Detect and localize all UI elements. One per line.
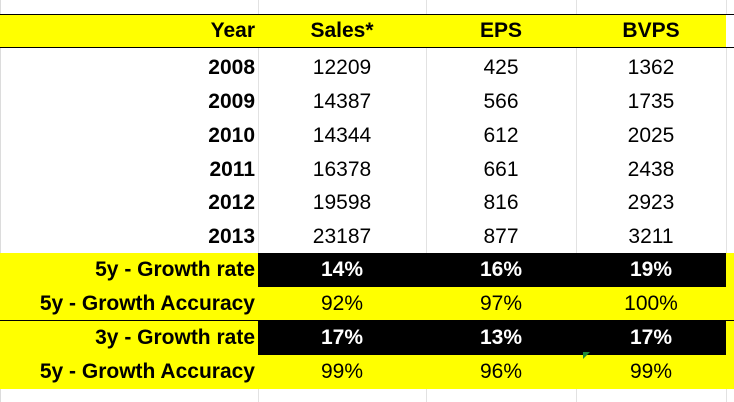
year-cell[interactable]: 2011 bbox=[209, 158, 255, 181]
eps-cell[interactable]: 16% bbox=[426, 253, 576, 287]
header-year[interactable]: Year bbox=[210, 19, 255, 42]
summary-label[interactable]: 5y - Growth Accuracy bbox=[39, 291, 255, 315]
bvps-cell[interactable]: 100% bbox=[624, 291, 678, 315]
sales-cell[interactable]: 19598 bbox=[312, 191, 372, 214]
bvps-cell[interactable]: 1362 bbox=[627, 56, 675, 79]
header-sales[interactable]: Sales* bbox=[310, 19, 374, 42]
table-row: 2009 14387 566 1735 bbox=[0, 85, 734, 119]
header-eps[interactable]: EPS bbox=[479, 19, 523, 42]
bvps-cell[interactable]: 19% bbox=[576, 253, 726, 287]
eps-cell[interactable]: 612 bbox=[483, 124, 519, 147]
table-row: 2008 12209 425 1362 bbox=[0, 51, 734, 85]
sales-cell[interactable]: 14% bbox=[258, 253, 426, 287]
comment-indicator-icon bbox=[583, 352, 590, 359]
year-cell[interactable]: 2009 bbox=[208, 90, 255, 113]
bvps-cell[interactable]: 99% bbox=[629, 360, 673, 383]
bvps-cell[interactable]: 2438 bbox=[627, 158, 675, 181]
table-row: 2013 23187 877 3211 bbox=[0, 220, 734, 253]
eps-cell[interactable]: 13% bbox=[426, 321, 576, 355]
eps-cell[interactable]: 97% bbox=[479, 291, 523, 315]
grid-line bbox=[258, 0, 259, 402]
bvps-cell[interactable]: 2025 bbox=[627, 124, 675, 147]
year-cell[interactable]: 2013 bbox=[208, 224, 255, 248]
eps-cell[interactable]: 816 bbox=[483, 191, 519, 214]
table-row: 2012 19598 816 2923 bbox=[0, 186, 734, 220]
eps-cell[interactable]: 425 bbox=[483, 56, 519, 79]
summary-label[interactable]: 5y - Growth rate bbox=[95, 258, 255, 281]
header-row: Year Sales* EPS BVPS bbox=[0, 14, 734, 48]
grid-line bbox=[576, 0, 577, 402]
bvps-cell[interactable]: 3211 bbox=[628, 224, 674, 248]
sales-cell[interactable]: 12209 bbox=[312, 56, 372, 79]
year-cell[interactable]: 2008 bbox=[208, 56, 255, 79]
bvps-cell[interactable]: 2923 bbox=[627, 191, 675, 214]
growth-accuracy-3y-row: 5y - Growth Accuracy 99% 96% 99% bbox=[0, 355, 734, 389]
grid-line bbox=[726, 0, 727, 402]
sales-cell[interactable]: 14344 bbox=[312, 124, 372, 147]
summary-label[interactable]: 5y - Growth Accuracy bbox=[39, 360, 255, 383]
bvps-cell[interactable]: 17% bbox=[576, 321, 726, 355]
year-cell[interactable]: 2010 bbox=[208, 124, 255, 147]
eps-cell[interactable]: 566 bbox=[483, 90, 519, 113]
eps-cell[interactable]: 661 bbox=[483, 158, 519, 181]
growth-rate-5y-row: 5y - Growth rate 14% 16% 19% bbox=[0, 253, 734, 287]
sales-cell[interactable]: 92% bbox=[320, 291, 364, 315]
year-cell[interactable]: 2012 bbox=[208, 191, 255, 214]
grid-line bbox=[426, 0, 427, 402]
sales-cell[interactable]: 23187 bbox=[312, 224, 372, 248]
eps-cell[interactable]: 96% bbox=[479, 360, 523, 383]
eps-cell[interactable]: 877 bbox=[483, 224, 519, 248]
header-bvps[interactable]: BVPS bbox=[622, 19, 680, 42]
sales-cell[interactable]: 99% bbox=[320, 360, 364, 383]
sales-cell[interactable]: 17% bbox=[258, 321, 426, 355]
growth-rate-3y-row: 3y - Growth rate 17% 13% 17% bbox=[0, 320, 734, 355]
summary-label[interactable]: 3y - Growth rate bbox=[95, 326, 255, 349]
growth-accuracy-5y-row: 5y - Growth Accuracy 92% 97% 100% bbox=[0, 287, 734, 320]
bvps-cell[interactable]: 1735 bbox=[627, 90, 675, 113]
table-row: 2010 14344 612 2025 bbox=[0, 119, 734, 153]
sales-cell[interactable]: 14387 bbox=[312, 90, 372, 113]
table-row: 2011 16378 661 2438 bbox=[0, 153, 734, 187]
sales-cell[interactable]: 16378 bbox=[312, 158, 372, 181]
margin bbox=[726, 15, 734, 47]
